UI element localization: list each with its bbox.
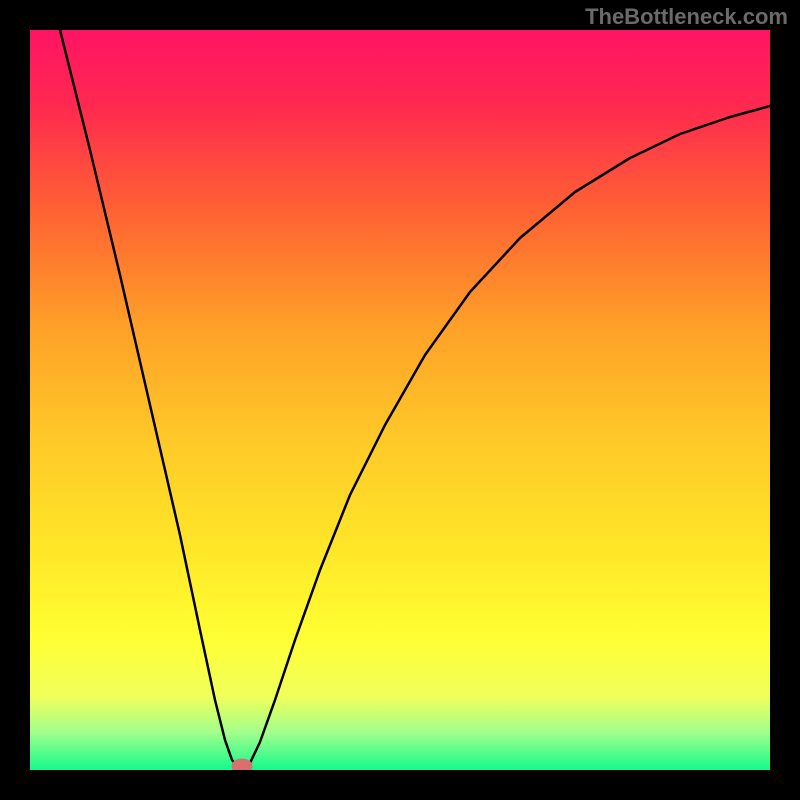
- chart-container: TheBottleneck.com: [0, 0, 800, 800]
- curve-layer: [30, 30, 770, 770]
- plot-area: [30, 30, 770, 770]
- minimum-marker: [232, 759, 252, 770]
- bottleneck-curve: [60, 30, 770, 768]
- watermark-label: TheBottleneck.com: [585, 4, 788, 30]
